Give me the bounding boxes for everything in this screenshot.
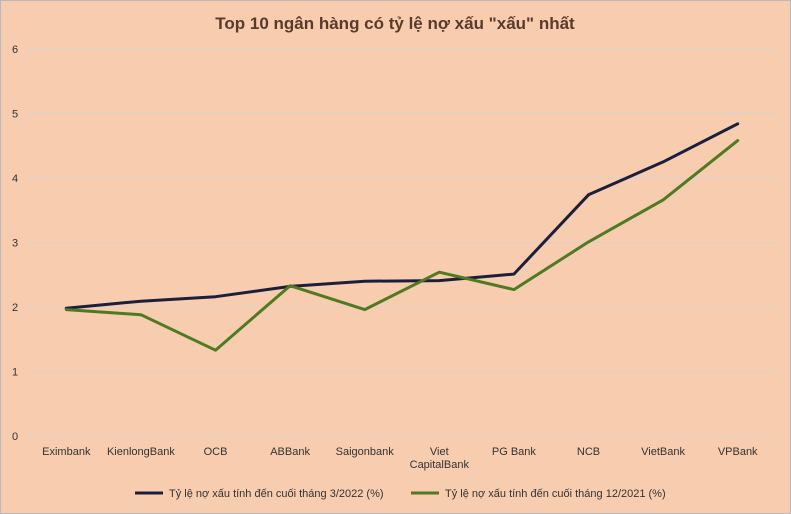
y-tick-label: 3 <box>12 238 18 250</box>
y-tick-label: 5 <box>12 109 18 121</box>
x-tick-label: NCB <box>577 446 600 458</box>
x-tick-label: OCB <box>204 446 228 458</box>
x-tick-label: CapitalBank <box>410 459 470 471</box>
x-tick-label: KienlongBank <box>107 446 175 458</box>
grid-lines <box>29 48 775 437</box>
series-line-0 <box>64 122 740 310</box>
legend: Tỷ lệ nợ xấu tính đến cuối tháng 3/2022 … <box>135 488 666 500</box>
x-tick-label: VietBank <box>641 446 685 458</box>
y-tick-label: 0 <box>12 431 18 443</box>
legend-label-0: Tỷ lệ nợ xấu tính đến cuối tháng 3/2022 … <box>169 488 384 500</box>
x-tick-label: Saigonbank <box>336 446 395 458</box>
x-axis-ticks: Eximbank KienlongBank OCB ABBank Saigonbank V… <box>42 446 758 471</box>
y-tick-label: 2 <box>12 302 18 314</box>
x-tick-label: VPBank <box>718 446 758 458</box>
x-tick-label: ABBank <box>270 446 310 458</box>
x-tick-label: Eximbank <box>42 446 91 458</box>
chart-title: Top 10 ngân hàng có tỷ lệ nợ xấu "xấu" n… <box>215 14 575 33</box>
y-axis-ticks: 0 1 2 3 4 5 6 <box>12 44 18 443</box>
y-tick-label: 4 <box>12 173 18 185</box>
y-tick-label: 1 <box>12 367 18 379</box>
y-tick-label: 6 <box>12 44 18 56</box>
x-tick-label: PG Bank <box>492 446 537 458</box>
series-line-1 <box>64 139 740 352</box>
legend-label-1: Tỷ lệ nợ xấu tính đến cuối tháng 12/2021… <box>445 488 666 500</box>
x-tick-label: Viet <box>430 446 449 458</box>
series-lines <box>64 122 740 352</box>
